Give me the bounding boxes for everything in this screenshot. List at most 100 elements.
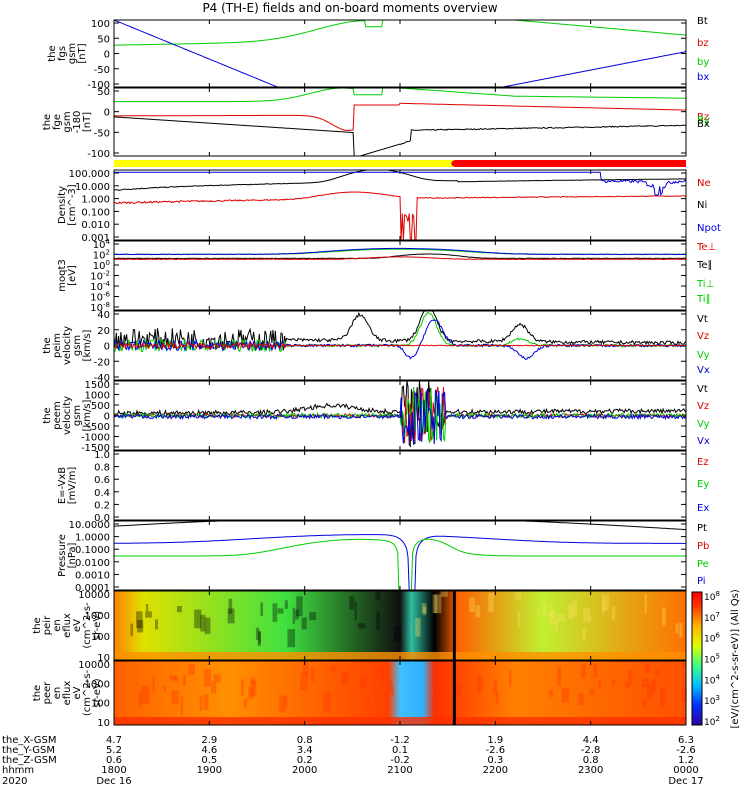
y-tick-label: 10-4	[90, 280, 110, 293]
legend-label: Ex	[697, 503, 709, 514]
axis-row-label: the_X-GSM	[2, 735, 56, 746]
legend-label: Pt	[697, 523, 707, 534]
y-tick-label: 10.0000	[69, 520, 110, 531]
spectrogram-texture	[612, 679, 615, 686]
y-tick-label: -1500	[81, 443, 110, 454]
y-axis-label: thepeemvelocitygsm[km/s]	[42, 396, 93, 435]
spectrogram-texture	[357, 623, 366, 629]
tepar-line	[114, 253, 686, 260]
spectrogram-texture	[228, 598, 233, 614]
spectrogram-texture	[641, 678, 649, 688]
spectrogram-texture	[211, 681, 217, 694]
series-group	[114, 381, 686, 448]
series-group	[114, 521, 686, 590]
y-tick-label: 20	[97, 326, 110, 337]
y-tick-label: -1000	[81, 433, 110, 444]
spectrogram-texture	[598, 679, 601, 689]
panel-peim_velocity: thepeimvelocitygsm[km/s] 40 20 0 -20 -40 Vt Vz V…	[42, 310, 710, 384]
spectrogram-texture	[257, 630, 261, 647]
mode-bar-fast	[454, 160, 686, 167]
ne-line	[114, 191, 686, 240]
panel-peer_spec: thepeerenefluxeV(cm^2-s-sr-eV)10000 1000 1…	[32, 660, 687, 729]
legend-label: By	[697, 115, 710, 126]
mode-bar-slow	[114, 160, 455, 167]
axis-row-value: -2.6	[676, 745, 696, 756]
spectrogram-texture	[295, 609, 299, 620]
axis-row-value: 4.6	[201, 745, 217, 756]
spectrogram-texture	[240, 679, 244, 696]
npot-line	[114, 171, 686, 197]
spectrogram-texture	[415, 617, 421, 637]
spectrogram-texture	[493, 679, 498, 695]
spectrogram-texture	[555, 618, 558, 633]
bz-line	[114, 102, 686, 132]
by-line	[114, 20, 686, 46]
axis-row-value: 1.2	[678, 755, 694, 766]
spectrogram-texture	[536, 607, 540, 614]
spectrogram-texture	[423, 606, 427, 616]
spectrogram-texture	[188, 664, 195, 675]
spectrogram-texture	[163, 685, 167, 692]
spectrogram-texture	[137, 619, 144, 633]
legend-label: Vx	[697, 365, 710, 376]
spectrogram-texture	[651, 678, 656, 692]
spectrogram-texture	[170, 675, 177, 681]
y-tick-label: 104	[93, 238, 111, 251]
spectrogram-texture	[550, 602, 554, 618]
spectrogram-texture	[602, 600, 605, 615]
colorbar	[691, 591, 703, 726]
series-group	[114, 88, 686, 156]
legend-label: Vy	[697, 350, 710, 361]
spectrogram-texture	[367, 698, 370, 708]
spectrogram-texture	[250, 680, 257, 697]
legend-label: Bx	[697, 119, 710, 130]
axis-row-value: -0.2	[390, 755, 410, 766]
spectrogram-texture	[203, 668, 211, 687]
colorbar-tick-label: 102	[704, 715, 720, 728]
spectrogram-texture	[204, 617, 211, 634]
spectrogram-texture	[152, 676, 155, 693]
spectrogram-texture	[655, 669, 660, 678]
spectrogram-texture	[644, 593, 647, 614]
y-tick-label: 0.001	[81, 233, 110, 244]
y-tick-label: 0.010	[81, 220, 110, 231]
legend-label: Ti∥	[696, 294, 711, 305]
spectrogram-texture	[469, 597, 476, 613]
y-tick-label: 100	[91, 699, 110, 710]
spectrogram-texture	[292, 607, 296, 624]
y-axis-label: E=-VxB[mV/m]	[57, 467, 78, 505]
spectrogram-texture	[548, 690, 554, 697]
series-group	[114, 170, 686, 240]
axis-row-value: 0.1	[392, 745, 408, 756]
axis-row-value: 4.7	[106, 735, 122, 746]
legend-label: Pb	[697, 541, 709, 552]
spectrogram-texture	[681, 687, 687, 702]
spectrogram-texture	[580, 664, 586, 678]
axis-row-value: -2.6	[486, 745, 506, 756]
colorbar-tick-label: 108	[704, 590, 720, 603]
series-group	[114, 247, 686, 261]
y-tick-label: 10000	[78, 660, 110, 671]
y-tick-label: 0	[104, 50, 110, 61]
spectrogram-texture	[627, 670, 633, 686]
spectrogram-texture	[279, 695, 286, 713]
y-tick-label: -100	[87, 80, 110, 91]
y-tick-label: 100.000	[69, 169, 110, 180]
spectrogram-texture	[171, 690, 179, 705]
legend-label: Ne	[697, 178, 711, 189]
y-tick-label: -40	[94, 373, 110, 384]
series-group	[114, 20, 686, 87]
y-tick-label: 0.0100	[75, 558, 110, 569]
legend-label: Vt	[697, 384, 708, 395]
y-axis-label: moqt3[eV]	[57, 259, 78, 292]
spectrogram-texture	[330, 665, 336, 673]
colorbar-tick-label: 105	[704, 653, 720, 666]
spectrogram-texture	[180, 696, 183, 716]
spectrogram-texture	[154, 619, 159, 630]
axis-row-value: 2.9	[201, 735, 217, 746]
spectrogram-texture	[375, 592, 381, 600]
spectrogram-texture	[272, 603, 278, 622]
axis-row-value: 0.3	[487, 755, 503, 766]
spectrogram-texture	[301, 617, 307, 630]
